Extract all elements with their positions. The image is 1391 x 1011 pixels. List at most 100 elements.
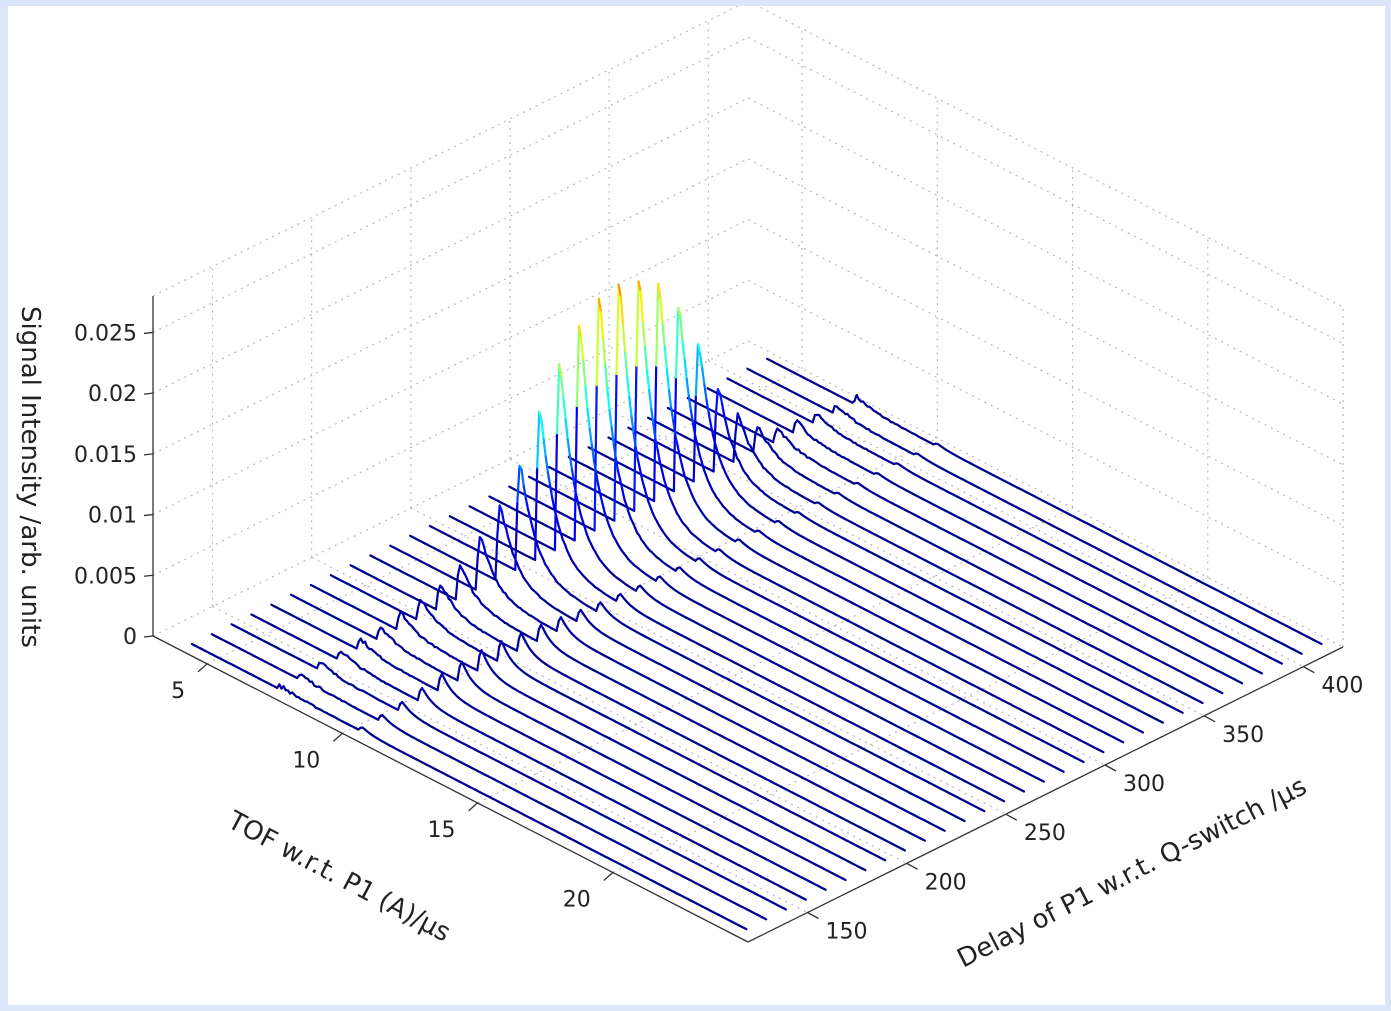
- trace-segment: [643, 345, 649, 372]
- trace-segment: [655, 282, 660, 367]
- trace-segment: [586, 407, 591, 430]
- grid-lines: [152, 6, 1344, 914]
- trace-segment: [573, 405, 579, 542]
- trace-segment: [661, 323, 666, 348]
- trace-segment: [752, 433, 757, 453]
- trace-segment: [687, 395, 693, 412]
- trace-segment: [701, 367, 706, 386]
- trace-segment: [597, 483, 602, 496]
- trace-segment: [723, 414, 728, 426]
- trace-segment: [700, 460, 705, 471]
- trace-segment: [665, 485, 670, 494]
- trace-segment: [531, 525, 536, 537]
- trace-segment: [1000, 799, 1006, 803]
- trace-segment: [716, 449, 721, 459]
- trace-segment: [665, 368, 671, 392]
- trace-segment: [771, 432, 777, 444]
- series-trace: [706, 387, 1264, 675]
- trace-segment: [595, 297, 600, 387]
- trace-segment: [674, 434, 679, 447]
- series-trace: [587, 306, 1145, 734]
- trace-segment: [657, 282, 662, 301]
- trace-segment: [595, 603, 600, 613]
- trace-segment: [575, 611, 580, 623]
- trace-segment: [654, 438, 659, 452]
- trace-segment: [703, 383, 708, 401]
- trace-segment: [614, 457, 620, 472]
- trace-segment: [612, 443, 618, 460]
- trace-segment: [613, 372, 618, 522]
- trace-segment: [619, 295, 625, 326]
- trace-segment: [1040, 779, 1046, 783]
- trace-segment: [550, 496, 556, 510]
- trace-segment: [529, 516, 534, 528]
- trace-segment: [594, 471, 600, 486]
- trace-segment: [709, 423, 715, 436]
- trace-segment: [564, 418, 569, 441]
- trace-segment: [727, 432, 732, 442]
- trace-segment: [572, 482, 578, 496]
- trace-segment: [634, 446, 640, 461]
- trace-segment: [588, 427, 593, 446]
- trace-segment: [559, 531, 564, 541]
- grid-line: [747, 219, 1344, 527]
- trace-segment: [516, 464, 521, 503]
- trace-segment: [570, 468, 576, 485]
- trace-segment: [696, 443, 701, 456]
- grid-line: [477, 507, 1073, 804]
- trace-segment: [1139, 730, 1145, 734]
- waterfall-chart: 00.0050.010.0150.020.0255101520150200250…: [15, 6, 1363, 974]
- trace-segment: [696, 343, 702, 355]
- grid-line: [152, 97, 749, 394]
- trace-segment: [672, 420, 677, 437]
- trace-segment: [650, 407, 655, 426]
- trace-segment: [645, 493, 650, 504]
- trace-segment: [1199, 700, 1204, 705]
- grid-line: [152, 219, 749, 516]
- trace-segment: [544, 455, 550, 474]
- trace-segment: [713, 442, 719, 452]
- trace-segment: [636, 458, 642, 471]
- trace-segment: [621, 323, 627, 354]
- trace-segment: [679, 315, 684, 342]
- trace-segment: [714, 388, 719, 419]
- grid-line: [152, 6, 740, 297]
- trace-segment: [577, 324, 583, 340]
- grid-line: [152, 340, 749, 637]
- series-trace: [746, 367, 1303, 655]
- grid-line: [206, 368, 803, 665]
- trace-segment: [669, 406, 675, 423]
- trace-segment: [593, 384, 598, 532]
- grid-line: [152, 158, 749, 455]
- trace-segment: [1060, 769, 1065, 773]
- trace-segment: [682, 472, 688, 481]
- trace-segment: [791, 422, 797, 434]
- trace-segment: [557, 524, 562, 534]
- trace-segment: [641, 321, 647, 348]
- series-trace: [428, 464, 986, 813]
- trace-segment: [599, 493, 604, 505]
- trace-segment: [637, 280, 642, 293]
- trace-segment: [1238, 681, 1244, 685]
- grid-line: [747, 97, 1344, 405]
- trace-segment: [648, 389, 653, 410]
- series-trace: [726, 377, 1284, 665]
- series-trace: [627, 388, 1184, 714]
- trace-segment: [659, 298, 664, 326]
- series-traces: [190, 280, 1323, 931]
- series-trace: [448, 410, 1006, 803]
- trace-segment: [1219, 690, 1224, 695]
- trace-segment: [590, 443, 596, 461]
- series-trace: [488, 324, 1046, 783]
- trace-segment: [680, 463, 686, 475]
- trace-segment: [662, 478, 668, 488]
- trace-segment: [1258, 671, 1264, 675]
- axes: [152, 296, 1344, 943]
- trace-segment: [500, 509, 505, 524]
- trace-segment: [694, 434, 699, 446]
- trace-segment: [1318, 641, 1323, 646]
- trace-segment: [553, 432, 559, 552]
- trace-segment: [505, 527, 510, 539]
- trace-segment: [632, 432, 637, 449]
- trace-segment: [617, 284, 622, 298]
